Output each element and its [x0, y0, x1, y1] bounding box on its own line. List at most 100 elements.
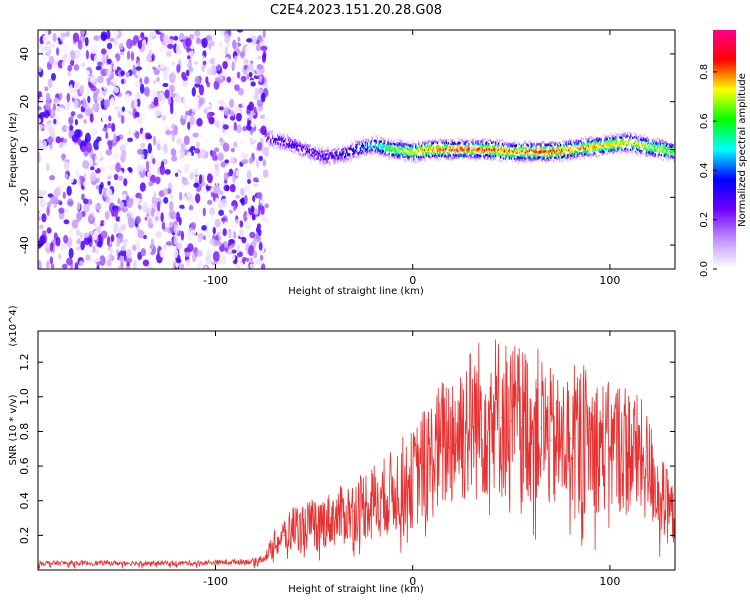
spectrogram-ridge-cell [374, 145, 377, 148]
spectrogram-ridge-cell [561, 155, 564, 159]
spectrogram-ridge-cell [500, 139, 503, 142]
spectrogram-ridge-cell [578, 147, 581, 151]
spectrogram-cell [100, 181, 104, 190]
spectrogram-ridge-cell [505, 153, 508, 157]
spectrogram-cell [206, 173, 213, 184]
spectrogram-cell [235, 219, 240, 224]
spectrogram-ridge-cell [343, 148, 345, 151]
spectrogram-ridge-cell [278, 134, 281, 137]
spectrogram-ridge-cell [399, 156, 401, 160]
spectrogram-ridge-cell [503, 150, 506, 153]
spectrogram-ridge-cell [312, 148, 314, 151]
spectrogram-cell [255, 158, 260, 168]
spectrogram-ridge-cell [290, 143, 293, 146]
spectrogram-cell [205, 35, 213, 41]
spectrogram-ridge-cell [547, 143, 549, 147]
spectrogram-ridge-cell [311, 154, 313, 157]
spectrogram-ridge-cell [558, 153, 560, 156]
spectrogram-ridge-cell [551, 151, 553, 155]
spectrogram-ridge-cell [439, 158, 442, 161]
spectrogram-ridge-cell [620, 140, 622, 143]
spectrogram-ridge-cell [512, 141, 515, 145]
spectrogram-cell [38, 152, 41, 163]
snr-data-point [540, 427, 542, 429]
spectrogram-ridge-cell [663, 154, 665, 158]
spectrogram-ridge-cell [415, 161, 417, 164]
spectrogram-cell [162, 82, 169, 88]
spectrogram-ridge-cell [566, 158, 569, 162]
snr-data-point [323, 520, 325, 523]
spectrogram-cell [91, 262, 97, 269]
spectrogram-cell [194, 215, 199, 224]
spectrogram-ridge-cell [325, 161, 327, 165]
spectrogram-cell [53, 118, 57, 125]
spectrogram-ridge-cell [561, 155, 563, 159]
spectrogram-ridge-cell [586, 142, 589, 145]
spectrogram-ridge-cell [298, 140, 301, 143]
spectrogram-ridge-cell [416, 151, 418, 155]
spectrogram-ridge-cell [559, 159, 561, 162]
spectrogram-ridge-cell [531, 157, 533, 161]
spectrogram-ridge-cell [613, 146, 615, 149]
spectrogram-ridge-cell [442, 140, 445, 143]
spectrogram-ridge-cell [420, 144, 423, 148]
spectrogram-cell [249, 231, 256, 239]
spectrogram-ridge-cell [433, 155, 436, 158]
spectrogram-ridge-cell [387, 137, 389, 141]
spectrogram-cell [162, 69, 169, 80]
spectrogram-ridge-cell [613, 148, 615, 151]
snr-data-point [333, 517, 335, 519]
spectrogram-ridge-cell [475, 158, 477, 161]
spectrogram-ridge-cell [610, 139, 612, 143]
spectrogram-ridge-cell [622, 131, 624, 134]
spectrogram-ridge-cell [548, 143, 550, 146]
spectrogram-ridge-cell [391, 145, 393, 148]
spectrogram-ridge-cell [506, 154, 509, 158]
spectrogram-ridge-cell [584, 136, 587, 139]
spectrogram-ridge-cell [286, 143, 289, 147]
spectrogram-cell [217, 99, 224, 105]
spectrogram-ridge-cell [521, 148, 523, 151]
spectrogram-ridge-cell [487, 154, 489, 157]
spectrogram-ridge-cell [572, 145, 575, 148]
spectrogram-ridge-cell [513, 149, 516, 152]
spectrogram-cell [218, 106, 224, 111]
spectrogram-ridge-cell [335, 151, 337, 155]
spectrogram-cell [75, 229, 80, 237]
spectrogram-ridge-cell [281, 144, 284, 147]
spectrogram-ridge-cell [598, 143, 600, 146]
spectrogram-ridge-cell [672, 145, 674, 149]
spectrogram-ridge-cell [434, 138, 437, 141]
spectrogram-cell [144, 216, 148, 221]
spectrogram-cell [126, 59, 132, 69]
spectrogram-ridge-cell [614, 141, 616, 144]
spectrogram-ridge-cell [575, 156, 578, 159]
spectrogram-ridge-cell [328, 156, 330, 160]
spectrogram-ridge-cell [421, 141, 424, 145]
spectrogram-ridge-cell [584, 144, 587, 147]
spectrogram-cell [132, 64, 136, 75]
spectrogram-ridge-cell [398, 150, 400, 154]
spectrogram-ridge-cell [545, 144, 547, 147]
spectrogram-ridge-cell [542, 157, 544, 160]
spectrogram-ridge-cell [501, 153, 504, 156]
spectrogram-ridge-cell [428, 155, 431, 159]
spectrogram-ridge-cell [648, 150, 651, 154]
spectrogram-ridge-cell [553, 146, 555, 150]
spectrogram-ridge-cell [363, 137, 366, 141]
y-tick-label: 0.2 [18, 527, 31, 545]
spectrogram-ridge-cell [591, 149, 593, 153]
spectrogram-ridge-cell [635, 153, 638, 156]
snr-x-label: Height of straight line (km) [288, 584, 424, 595]
spectrogram-ridge-cell [637, 154, 640, 157]
spectrogram-ridge-cell [413, 142, 415, 146]
spectrogram-cell [234, 55, 238, 63]
spectrogram-ridge-cell [587, 144, 590, 148]
spectrogram-ridge-cell [354, 144, 357, 147]
spectrogram-ridge-cell [629, 150, 631, 153]
spectrogram-ridge-cell [289, 144, 292, 147]
spectrogram-ridge-cell [646, 136, 649, 139]
spectrogram-ridge-cell [642, 137, 645, 140]
spectrogram-cell [254, 95, 260, 101]
spectrogram-ridge-cell [461, 152, 463, 156]
